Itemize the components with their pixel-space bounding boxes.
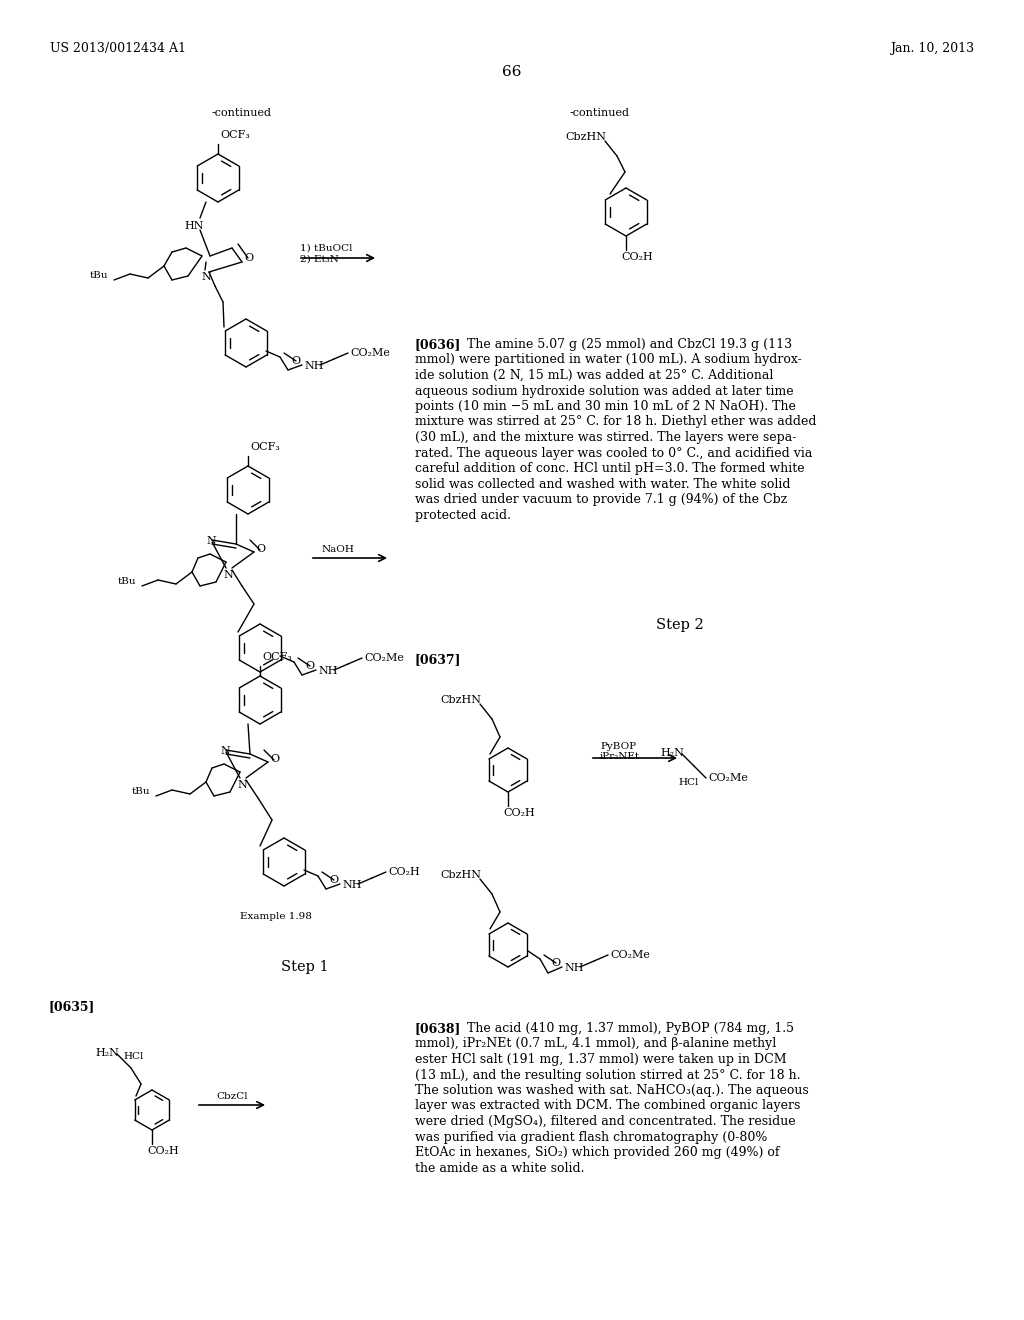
Text: Example 1.98: Example 1.98 <box>240 912 312 921</box>
Text: ester HCl salt (191 mg, 1.37 mmol) were taken up in DCM: ester HCl salt (191 mg, 1.37 mmol) were … <box>415 1053 786 1067</box>
Text: mmol), iPr₂NEt (0.7 mL, 4.1 mmol), and β-alanine methyl: mmol), iPr₂NEt (0.7 mL, 4.1 mmol), and β… <box>415 1038 776 1051</box>
Text: N: N <box>206 536 216 546</box>
Text: CO₂H: CO₂H <box>147 1146 179 1156</box>
Text: NaOH: NaOH <box>322 545 355 554</box>
Text: CbzHN: CbzHN <box>565 132 606 143</box>
Text: OCF₃: OCF₃ <box>262 652 292 663</box>
Text: were dried (MgSO₄), filtered and concentrated. The residue: were dried (MgSO₄), filtered and concent… <box>415 1115 796 1129</box>
Text: O: O <box>270 754 280 764</box>
Text: HCl: HCl <box>678 777 698 787</box>
Text: solid was collected and washed with water. The white solid: solid was collected and washed with wate… <box>415 478 791 491</box>
Text: O: O <box>305 661 314 671</box>
Text: layer was extracted with DCM. The combined organic layers: layer was extracted with DCM. The combin… <box>415 1100 801 1113</box>
Text: Step 1: Step 1 <box>282 960 329 974</box>
Text: was purified via gradient flash chromatography (0-80%: was purified via gradient flash chromato… <box>415 1130 767 1143</box>
Text: [0637]: [0637] <box>415 653 462 667</box>
Text: N: N <box>220 746 229 756</box>
Text: [0636]: [0636] <box>415 338 462 351</box>
Text: CO₂Me: CO₂Me <box>350 348 390 358</box>
Text: O: O <box>329 875 338 884</box>
Text: was dried under vacuum to provide 7.1 g (94%) of the Cbz: was dried under vacuum to provide 7.1 g … <box>415 492 787 506</box>
Text: iPr₂NEt: iPr₂NEt <box>600 752 640 762</box>
Text: H₂N: H₂N <box>660 748 684 758</box>
Text: tBu: tBu <box>89 272 108 281</box>
Text: [0635]: [0635] <box>48 1001 94 1012</box>
Text: [0638]: [0638] <box>415 1022 462 1035</box>
Text: (30 mL), and the mixture was stirred. The layers were sepa-: (30 mL), and the mixture was stirred. Th… <box>415 432 797 444</box>
Text: CbzHN: CbzHN <box>440 696 481 705</box>
Text: N: N <box>237 780 247 789</box>
Text: CbzHN: CbzHN <box>440 870 481 880</box>
Text: The solution was washed with sat. NaHCO₃(aq.). The aqueous: The solution was washed with sat. NaHCO₃… <box>415 1084 809 1097</box>
Text: NH: NH <box>342 880 361 890</box>
Text: NH: NH <box>304 360 324 371</box>
Text: PyBOP: PyBOP <box>600 742 636 751</box>
Text: OCF₃: OCF₃ <box>250 442 280 451</box>
Text: N: N <box>223 570 232 579</box>
Text: HN: HN <box>184 220 204 231</box>
Text: -continued: -continued <box>212 108 272 117</box>
Text: O: O <box>291 356 300 366</box>
Text: HCl: HCl <box>123 1052 143 1061</box>
Text: tBu: tBu <box>131 788 150 796</box>
Text: NH: NH <box>564 964 584 973</box>
Text: CO₂Me: CO₂Me <box>610 950 650 960</box>
Text: O: O <box>551 958 560 968</box>
Text: protected acid.: protected acid. <box>415 508 511 521</box>
Text: rated. The aqueous layer was cooled to 0° C., and acidified via: rated. The aqueous layer was cooled to 0… <box>415 446 812 459</box>
Text: CbzCl: CbzCl <box>216 1092 248 1101</box>
Text: the amide as a white solid.: the amide as a white solid. <box>415 1162 585 1175</box>
Text: CO₂Me: CO₂Me <box>364 653 403 663</box>
Text: H₂N: H₂N <box>95 1048 119 1059</box>
Text: mixture was stirred at 25° C. for 18 h. Diethyl ether was added: mixture was stirred at 25° C. for 18 h. … <box>415 416 816 429</box>
Text: 66: 66 <box>502 65 522 79</box>
Text: ide solution (2 N, 15 mL) was added at 25° C. Additional: ide solution (2 N, 15 mL) was added at 2… <box>415 370 773 381</box>
Text: CO₂H: CO₂H <box>621 252 652 261</box>
Text: points (10 min −5 mL and 30 min 10 mL of 2 N NaOH). The: points (10 min −5 mL and 30 min 10 mL of… <box>415 400 796 413</box>
Text: The acid (410 mg, 1.37 mmol), PyBOP (784 mg, 1.5: The acid (410 mg, 1.37 mmol), PyBOP (784… <box>467 1022 794 1035</box>
Text: tBu: tBu <box>118 578 136 586</box>
Text: CO₂H: CO₂H <box>503 808 535 818</box>
Text: mmol) were partitioned in water (100 mL). A sodium hydrox-: mmol) were partitioned in water (100 mL)… <box>415 354 802 367</box>
Text: O: O <box>256 544 265 554</box>
Text: CO₂Me: CO₂Me <box>708 774 748 783</box>
Text: (13 mL), and the resulting solution stirred at 25° C. for 18 h.: (13 mL), and the resulting solution stir… <box>415 1068 801 1081</box>
Text: careful addition of conc. HCl until pH=3.0. The formed white: careful addition of conc. HCl until pH=3… <box>415 462 805 475</box>
Text: EtOAc in hexanes, SiO₂) which provided 260 mg (49%) of: EtOAc in hexanes, SiO₂) which provided 2… <box>415 1146 779 1159</box>
Text: Jan. 10, 2013: Jan. 10, 2013 <box>890 42 974 55</box>
Text: aqueous sodium hydroxide solution was added at later time: aqueous sodium hydroxide solution was ad… <box>415 384 794 397</box>
Text: NH: NH <box>318 667 338 676</box>
Text: O: O <box>244 253 253 263</box>
Text: Step 2: Step 2 <box>656 618 703 632</box>
Text: 2) Et₃N: 2) Et₃N <box>300 255 339 264</box>
Text: The amine 5.07 g (25 mmol) and CbzCl 19.3 g (113: The amine 5.07 g (25 mmol) and CbzCl 19.… <box>467 338 793 351</box>
Text: N: N <box>201 272 211 282</box>
Text: CO₂H: CO₂H <box>388 867 420 876</box>
Text: 1) tBuOCl: 1) tBuOCl <box>300 244 352 253</box>
Text: US 2013/0012434 A1: US 2013/0012434 A1 <box>50 42 186 55</box>
Text: OCF₃: OCF₃ <box>220 129 250 140</box>
Text: -continued: -continued <box>570 108 630 117</box>
